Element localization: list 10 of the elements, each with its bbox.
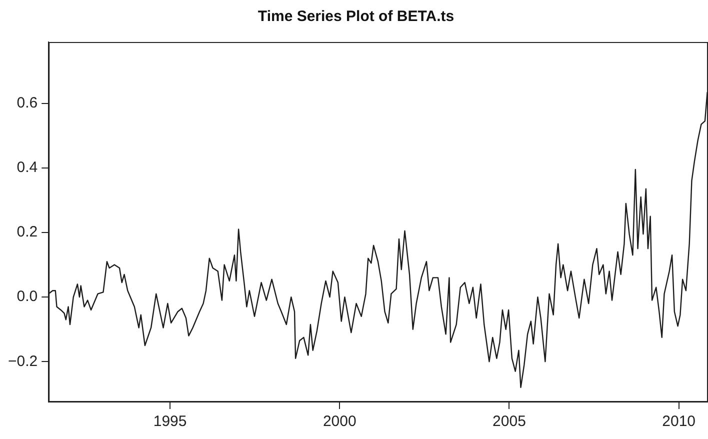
x-tick-label: 1995 xyxy=(153,413,187,430)
x-tick-label: 2010 xyxy=(662,413,696,430)
x-tick-label: 2005 xyxy=(492,413,526,430)
y-tick-label: 0.6 xyxy=(16,94,38,112)
y-tick-label: −0.2 xyxy=(8,352,38,370)
chart-title: Time Series Plot of BETA.ts xyxy=(258,8,454,26)
y-tick-label: 0.0 xyxy=(16,288,38,306)
x-tick-label: 2000 xyxy=(322,413,356,430)
y-tick-label: 0.4 xyxy=(16,159,38,176)
y-tick-label: 0.2 xyxy=(16,224,38,241)
